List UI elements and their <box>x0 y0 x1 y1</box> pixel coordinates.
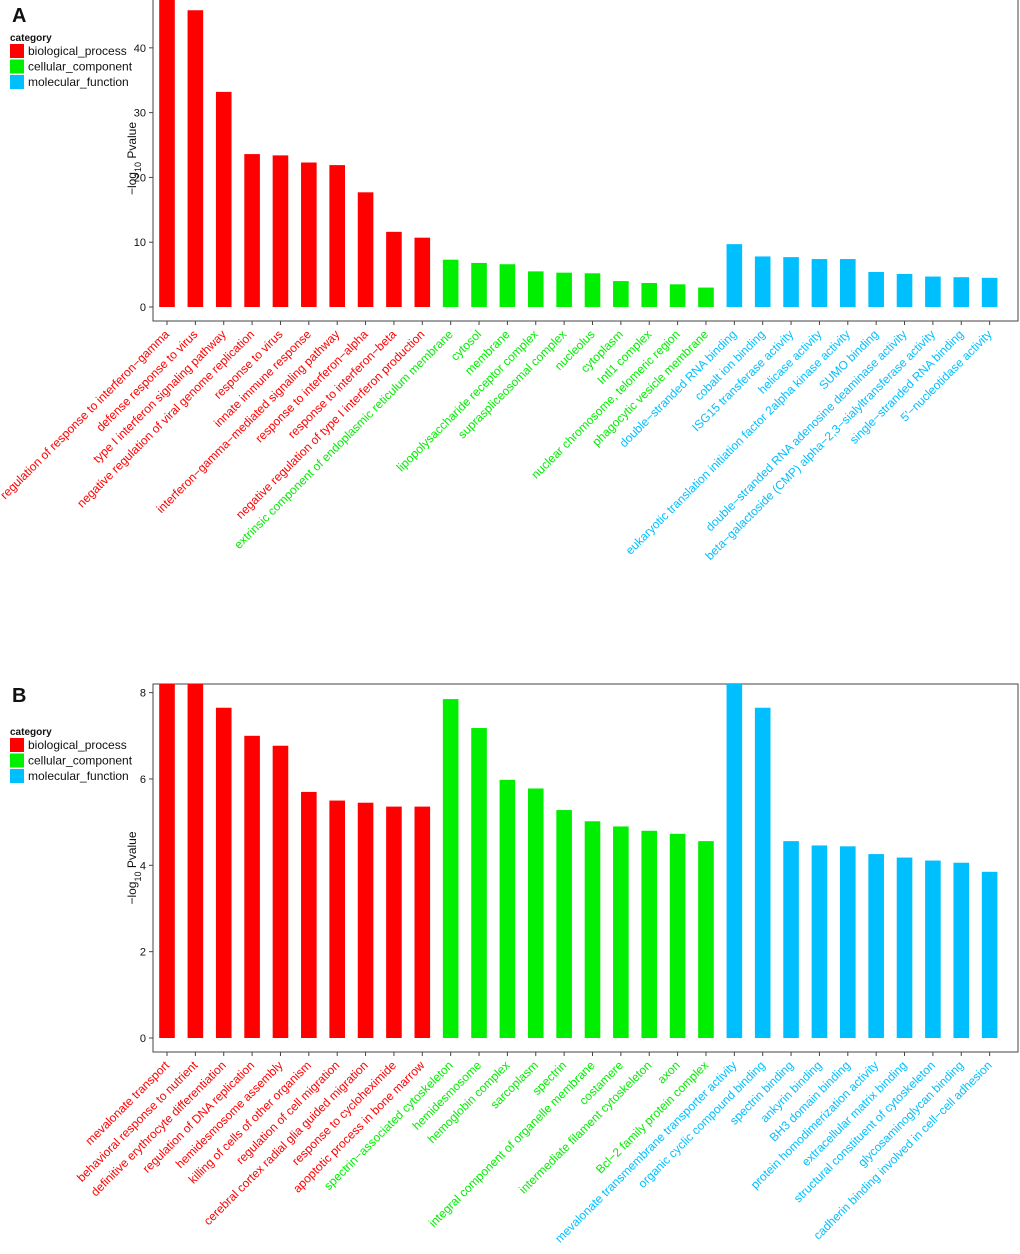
bar <box>159 0 175 308</box>
y-axis-label: −log10 Pvalue <box>125 831 143 904</box>
legend-label-biological-process: biological_process <box>28 738 127 752</box>
legend-title: category <box>10 33 52 44</box>
bar <box>726 684 743 1038</box>
bar <box>698 287 714 307</box>
bar <box>386 806 402 1038</box>
bar <box>726 244 743 307</box>
bar <box>754 707 771 1038</box>
legend-swatch-biological-process <box>10 738 24 752</box>
bar <box>896 273 913 307</box>
y-tick-label: 0 <box>140 302 146 314</box>
y-tick-label: 20 <box>134 172 146 184</box>
y-tick-label: 6 <box>140 774 146 786</box>
bar <box>811 845 828 1038</box>
bar <box>527 788 544 1038</box>
bar <box>669 284 686 307</box>
bar <box>301 791 317 1038</box>
plot-frame <box>152 683 1019 1053</box>
y-tick-label: 10 <box>134 237 146 249</box>
bar <box>981 871 998 1038</box>
bar <box>329 165 346 307</box>
bar <box>442 699 459 1038</box>
bar <box>471 262 487 307</box>
bar <box>953 277 970 307</box>
bar <box>868 272 884 307</box>
bar <box>868 854 884 1038</box>
bar <box>613 281 629 307</box>
bar <box>896 857 913 1038</box>
bar <box>754 256 771 307</box>
bar <box>981 277 998 307</box>
legend-swatch-biological-process <box>10 44 24 58</box>
panel-label: B <box>12 685 26 707</box>
bar <box>641 830 658 1038</box>
bar <box>613 826 629 1038</box>
bar <box>187 684 204 1038</box>
y-tick-label: 0 <box>140 1033 146 1045</box>
y-tick-label: 4 <box>140 860 146 872</box>
legend-label-molecular-function: molecular_function <box>28 75 129 89</box>
legend-label-biological-process: biological_process <box>28 44 127 58</box>
legend-title: category <box>10 727 52 738</box>
bar <box>925 860 941 1038</box>
legend-label-molecular-function: molecular_function <box>28 769 129 783</box>
y-tick-label: 40 <box>134 43 146 55</box>
bar <box>556 810 572 1038</box>
y-tick-label: 2 <box>140 947 146 959</box>
bar <box>698 841 714 1038</box>
bar <box>839 846 856 1038</box>
plot-frame <box>152 0 1019 322</box>
bar <box>244 735 260 1038</box>
bar <box>556 272 572 307</box>
legend-label-cellular-component: cellular_component <box>28 754 133 768</box>
bar <box>272 155 289 307</box>
bar <box>442 259 459 307</box>
bar <box>669 833 686 1038</box>
bar <box>641 283 658 307</box>
legend-label-cellular-component: cellular_component <box>28 60 133 74</box>
y-axis-label: −log10 Pvalue <box>125 122 143 195</box>
bar <box>357 192 374 307</box>
legend-swatch-molecular-function <box>10 75 24 89</box>
bar <box>329 800 346 1038</box>
legend-swatch-cellular-component <box>10 753 24 768</box>
y-tick-label: 30 <box>134 108 146 120</box>
bar <box>811 259 828 307</box>
bar <box>357 802 374 1038</box>
bars <box>159 0 998 308</box>
bar <box>499 779 516 1038</box>
bars <box>159 684 998 1038</box>
bar <box>244 154 260 307</box>
bar <box>953 862 970 1038</box>
y-tick-label: 8 <box>140 688 146 700</box>
bar <box>527 271 544 307</box>
bar <box>783 257 799 307</box>
panel-label: A <box>12 5 26 27</box>
x-category-label: mevalonate transmembrane transporter act… <box>552 1058 739 1245</box>
bar <box>272 745 289 1038</box>
bar <box>499 264 516 307</box>
bar <box>159 684 175 1038</box>
bar <box>584 821 601 1038</box>
bar <box>925 276 941 307</box>
bar <box>783 841 799 1038</box>
bar <box>414 806 431 1038</box>
bar <box>301 162 317 307</box>
bar <box>215 707 232 1038</box>
legend-swatch-molecular-function <box>10 769 24 783</box>
bar <box>471 728 487 1038</box>
bar <box>584 273 601 307</box>
bar <box>386 231 402 307</box>
bar <box>839 259 856 307</box>
legend-swatch-cellular-component <box>10 59 24 74</box>
bar <box>414 237 431 307</box>
bar <box>187 10 204 307</box>
bar <box>215 91 232 308</box>
